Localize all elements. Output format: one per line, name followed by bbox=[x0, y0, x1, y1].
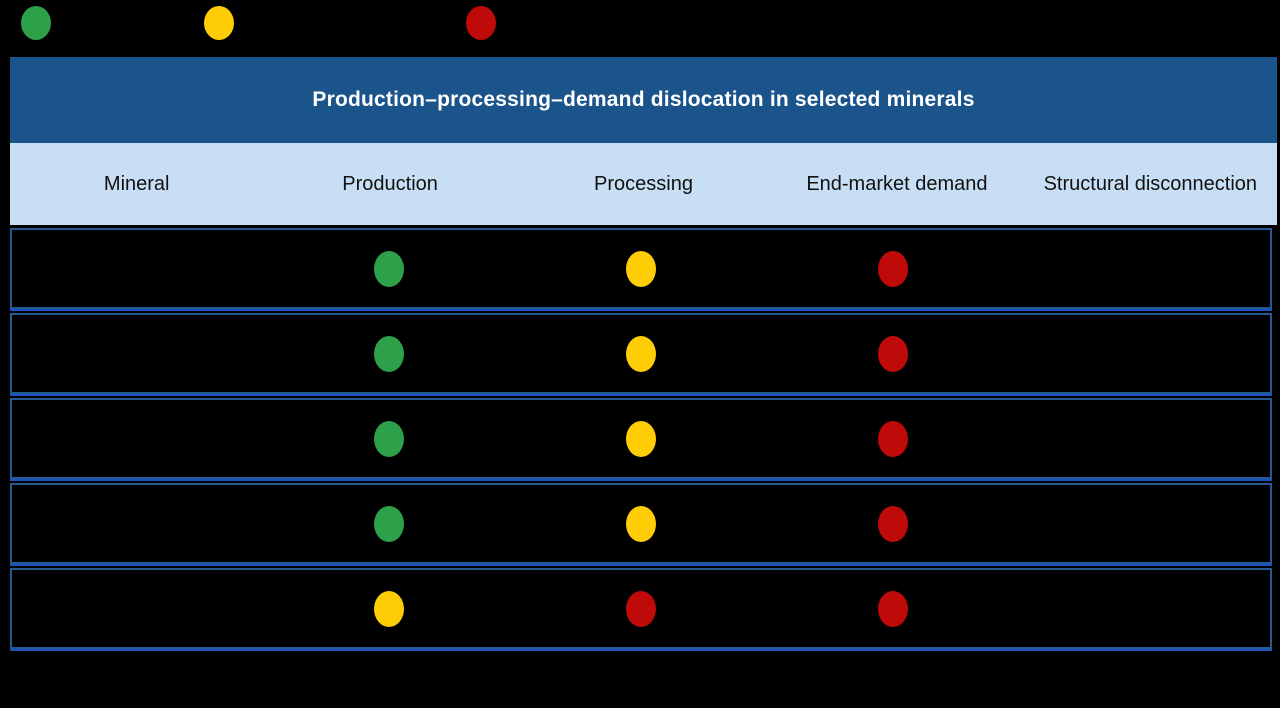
yellow-dot-icon bbox=[625, 335, 656, 372]
table-row bbox=[10, 398, 1272, 479]
row-separator-line bbox=[10, 394, 1272, 396]
red-dot-icon bbox=[466, 6, 496, 40]
table-header-row: Mineral Production Processing End-market de… bbox=[10, 143, 1277, 225]
table-row bbox=[10, 568, 1272, 649]
green-dot-icon bbox=[374, 420, 405, 457]
structural-disconnection-cell bbox=[1018, 230, 1270, 307]
structural-disconnection-cell bbox=[1018, 570, 1270, 647]
red-dot-icon bbox=[877, 505, 908, 542]
mineral-cell bbox=[12, 570, 264, 647]
table-title-bar: Production–processing–demand dislocation… bbox=[10, 57, 1277, 143]
end-market-demand-cell bbox=[767, 400, 1019, 477]
red-dot-icon bbox=[877, 420, 908, 457]
table-row bbox=[10, 228, 1272, 309]
red-dot-icon bbox=[877, 250, 908, 287]
row-separator-line bbox=[10, 309, 1272, 311]
structural-disconnection-cell bbox=[1018, 315, 1270, 392]
mineral-cell bbox=[12, 315, 264, 392]
column-header: Processing bbox=[594, 172, 693, 195]
green-dot-icon bbox=[374, 250, 405, 287]
yellow-dot-icon bbox=[625, 420, 656, 457]
mineral-cell bbox=[12, 485, 264, 562]
column-header: Structural disconnection bbox=[1043, 172, 1258, 195]
legend bbox=[0, 6, 496, 40]
production-cell bbox=[264, 230, 516, 307]
processing-cell bbox=[515, 315, 767, 392]
mineral-cell bbox=[12, 230, 264, 307]
red-dot-icon bbox=[625, 590, 656, 627]
yellow-dot-icon bbox=[625, 505, 656, 542]
production-cell bbox=[264, 400, 516, 477]
column-header: Production bbox=[342, 172, 438, 195]
yellow-dot-icon bbox=[204, 6, 234, 40]
red-dot-icon bbox=[877, 590, 908, 627]
column-header: End-market demand bbox=[806, 172, 988, 195]
mineral-cell bbox=[12, 400, 264, 477]
structural-disconnection-cell bbox=[1018, 485, 1270, 562]
production-cell bbox=[264, 315, 516, 392]
red-dot-icon bbox=[877, 335, 908, 372]
yellow-dot-icon bbox=[625, 250, 656, 287]
end-market-demand-cell bbox=[767, 230, 1019, 307]
structural-disconnection-cell bbox=[1018, 400, 1270, 477]
end-market-demand-cell bbox=[767, 485, 1019, 562]
yellow-dot-icon bbox=[374, 590, 405, 627]
green-dot-icon bbox=[374, 505, 405, 542]
production-cell bbox=[264, 570, 516, 647]
column-header: Mineral bbox=[103, 172, 170, 195]
green-dot-icon bbox=[374, 335, 405, 372]
table-row bbox=[10, 483, 1272, 564]
row-separator-line bbox=[10, 649, 1272, 651]
processing-cell bbox=[515, 570, 767, 647]
row-separator-line bbox=[10, 479, 1272, 481]
green-dot-icon bbox=[21, 6, 51, 40]
table-row bbox=[10, 313, 1272, 394]
table-body bbox=[10, 228, 1272, 651]
end-market-demand-cell bbox=[767, 570, 1019, 647]
processing-cell bbox=[515, 400, 767, 477]
minerals-table: Production–processing–demand dislocation… bbox=[10, 57, 1277, 653]
end-market-demand-cell bbox=[767, 315, 1019, 392]
production-cell bbox=[264, 485, 516, 562]
processing-cell bbox=[515, 230, 767, 307]
row-separator-line bbox=[10, 564, 1272, 566]
table-title: Production–processing–demand dislocation… bbox=[312, 88, 975, 111]
processing-cell bbox=[515, 485, 767, 562]
